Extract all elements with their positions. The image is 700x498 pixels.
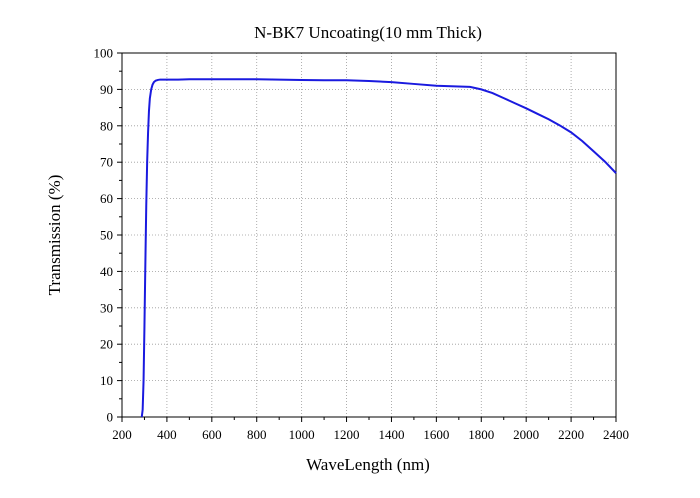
x-axis-title: WaveLength (nm) — [306, 455, 430, 474]
y-tick-label: 30 — [100, 300, 113, 315]
grid-lines — [122, 53, 616, 417]
x-tick-label: 1600 — [423, 427, 449, 442]
y-tick-label: 90 — [100, 82, 113, 97]
axis-ticks: 200 400 600 800 1000 1200 1400 1600 1800 2000 2200… — [94, 46, 630, 443]
x-tick-label: 400 — [157, 427, 177, 442]
chart-title: N-BK7 Uncoating(10 mm Thick) — [254, 23, 482, 42]
x-tick-label: 200 — [112, 427, 132, 442]
y-tick-label: 40 — [100, 264, 113, 279]
y-tick-label: 80 — [100, 118, 113, 133]
x-tick-label: 1800 — [468, 427, 494, 442]
x-tick-label: 600 — [202, 427, 222, 442]
x-tick-label: 800 — [247, 427, 267, 442]
transmission-series-line — [140, 78, 617, 418]
x-tick-label: 1200 — [334, 427, 360, 442]
x-tick-label: 2400 — [603, 427, 629, 442]
x-tick-label: 1000 — [289, 427, 315, 442]
y-tick-label: 20 — [100, 337, 113, 352]
y-tick-label: 100 — [94, 46, 114, 61]
y-tick-label: 10 — [100, 373, 113, 388]
x-tick-label: 2000 — [513, 427, 539, 442]
y-tick-label: 60 — [100, 191, 113, 206]
y-tick-label: 50 — [100, 228, 113, 243]
y-axis-title: Transmission (%) — [45, 175, 64, 296]
x-tick-label: 2200 — [558, 427, 584, 442]
y-tick-label: 0 — [107, 410, 114, 425]
y-tick-label: 70 — [100, 155, 113, 170]
x-tick-label: 1400 — [378, 427, 404, 442]
